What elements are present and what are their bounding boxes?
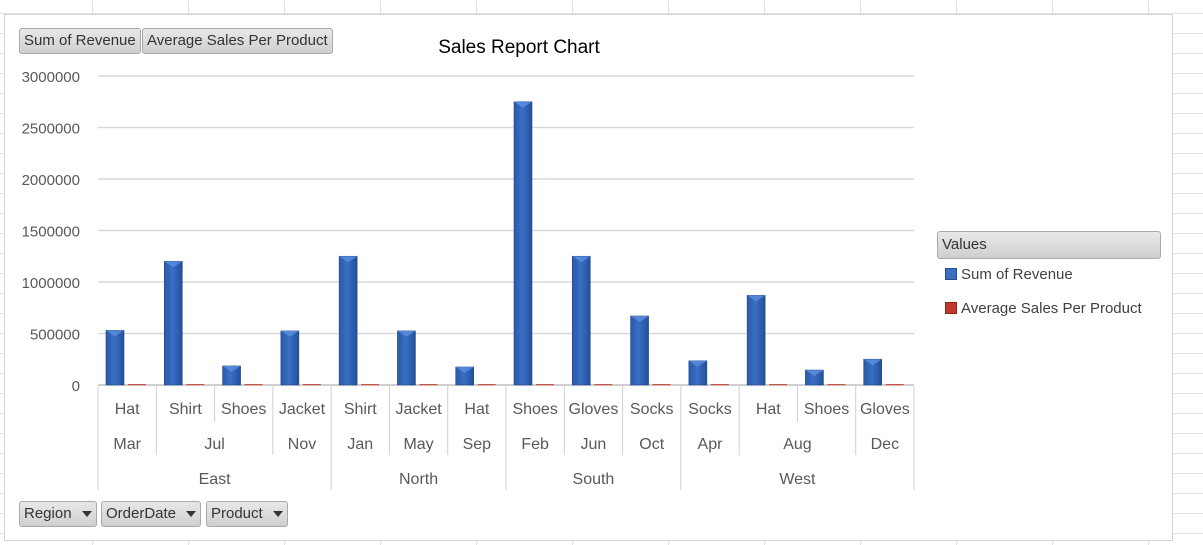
legend-swatch-blue [945,268,957,280]
orderdate-filter-label: OrderDate [106,505,177,522]
bar-average-sales[interactable] [594,384,613,386]
bar-revenue-cap [397,330,416,337]
bar-revenue-cap [106,330,124,337]
bar-revenue-cap [805,370,824,377]
bar-average-sales[interactable] [652,384,671,386]
y-tick-label: 2000000 [22,172,80,189]
x-tick-label-month: Nov [288,436,316,453]
bar-revenue[interactable] [513,101,533,386]
x-tick-label-product: Shoes [221,401,266,418]
y-tick-label: 2500000 [22,121,80,138]
y-tick-label: 0 [72,378,80,395]
x-tick-label-month: Sep [463,436,492,453]
x-tick-label-product: Shoes [804,401,849,418]
x-tick-label-product: Gloves [860,401,910,418]
average-sales-field-button[interactable]: Average Sales Per Product [142,28,333,54]
x-tick-label-product: Socks [630,401,674,418]
bar-average-sales[interactable] [827,384,846,386]
bar-revenue-cap [222,365,241,372]
bar-revenue[interactable] [746,295,766,386]
x-tick-label-product: Jacket [279,401,326,418]
x-tick-label-product: Shoes [512,401,557,418]
bar-revenue-cap [630,315,649,322]
x-tick-label-month: Jan [347,436,373,453]
legend-item-average-sales[interactable]: Average Sales Per Product [945,300,1142,317]
dropdown-arrow-icon [81,511,92,518]
x-tick-label-region: North [399,471,438,488]
bar-revenue-cap [280,330,299,337]
bar-average-sales[interactable] [302,384,321,386]
bar-average-sales[interactable] [419,384,438,386]
x-tick-label-product: Shirt [169,401,202,418]
legend-item-sum-of-revenue[interactable]: Sum of Revenue [945,266,1073,283]
x-tick-label-product: Shirt [344,401,377,418]
bar-revenue-cap [747,295,766,302]
gridlines [98,75,914,386]
legend-label: Sum of Revenue [961,266,1073,283]
bar-average-sales[interactable] [186,384,205,386]
bar-revenue-cap [514,101,532,108]
x-tick-label-product: Gloves [569,401,619,418]
x-tick-label-product: Hat [464,401,489,418]
bar-average-sales[interactable] [769,384,788,386]
x-tick-label-product: Jacket [395,401,442,418]
legend-swatch-red [945,302,957,314]
bar-average-sales[interactable] [536,384,554,386]
bar-average-sales[interactable] [885,384,904,386]
bar-revenue[interactable] [280,330,300,386]
bar-revenue-cap [572,256,591,263]
region-filter-label: Region [24,505,72,522]
y-tick-label: 1500000 [22,224,80,241]
bar-revenue[interactable] [571,255,591,386]
bar-revenue-cap [455,366,474,373]
bar-average-sales[interactable] [244,384,263,386]
x-tick-label-month: Feb [521,436,549,453]
x-tick-label-region: West [779,471,816,488]
x-tick-label-product: Socks [688,401,732,418]
bars[interactable] [105,101,904,386]
x-tick-label-month: Apr [698,436,724,453]
bar-revenue[interactable] [105,330,125,386]
x-tick-label-region: East [199,471,232,488]
product-filter-button[interactable]: Product [206,501,288,527]
bar-average-sales[interactable] [710,384,729,386]
x-tick-label-month: Jul [204,436,224,453]
x-tick-label-month: Oct [639,436,664,453]
bar-average-sales[interactable] [361,384,380,386]
dropdown-arrow-icon [272,511,283,518]
x-axis-category-labels: Hat Shirt Shoes Jacket Shirt Jacket Hat Shoes Gl… [97,386,915,490]
x-tick-label-month: Mar [113,436,141,453]
bar-average-sales[interactable] [128,384,146,386]
y-tick-label: 1000000 [22,275,80,292]
bar-revenue-cap [863,359,882,366]
bar-revenue[interactable] [630,315,649,386]
x-tick-label-month: Jun [581,436,607,453]
y-tick-label: 500000 [30,327,80,344]
x-tick-label-month: May [403,436,433,453]
x-tick-label-product: Hat [115,401,140,418]
bar-revenue-cap [164,261,183,268]
x-tick-label-month: Dec [871,436,899,453]
y-tick-label: 3000000 [22,69,80,86]
legend-values-header[interactable]: Values [937,231,1161,259]
bar-revenue-cap [339,256,358,263]
product-filter-label: Product [211,505,263,522]
dropdown-arrow-icon [186,511,197,518]
bar-revenue-cap [688,360,707,367]
bar-average-sales[interactable] [477,384,496,386]
chart-title: Sales Report Chart [438,37,600,58]
x-tick-label-month: Aug [783,436,811,453]
x-tick-label-region: South [573,471,615,488]
orderdate-filter-button[interactable]: OrderDate [101,501,202,527]
legend-label: Average Sales Per Product [961,300,1142,317]
y-axis-tick-labels: 0 500000 1000000 1500000 2000000 2500000 30000… [22,69,80,395]
bar-revenue[interactable] [397,330,416,386]
bar-revenue[interactable] [163,261,183,386]
x-tick-label-product: Hat [756,401,781,418]
sum-of-revenue-field-button[interactable]: Sum of Revenue [19,28,141,54]
bar-revenue[interactable] [338,255,358,386]
region-filter-button[interactable]: Region [19,501,97,527]
